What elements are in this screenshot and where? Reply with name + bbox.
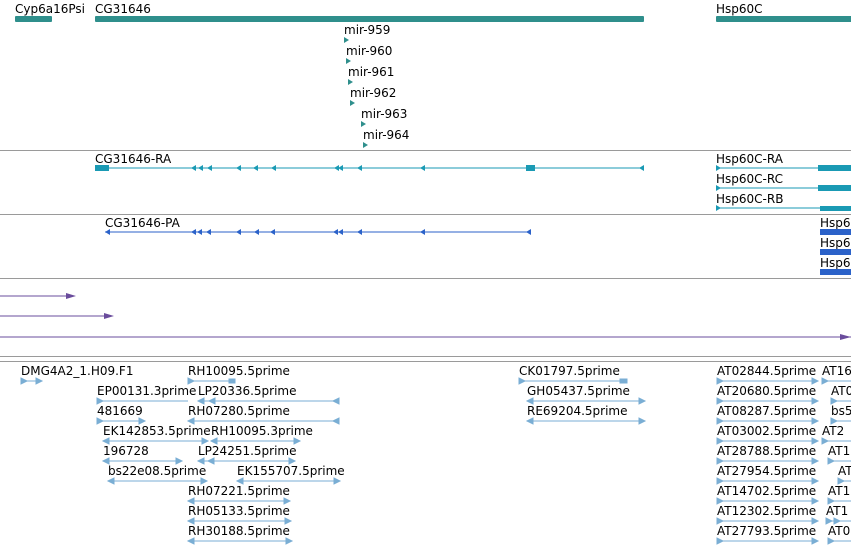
est-label: AT03002.5prime xyxy=(717,424,817,438)
est-label: AT0 xyxy=(831,384,851,398)
est-label: AT20680.5prime xyxy=(717,384,817,398)
transcript-label-hsp60c-rb: Hsp60C-RB xyxy=(716,192,784,206)
est-label: AT1 xyxy=(826,504,849,518)
protein-label-hsp60c: Hsp6 xyxy=(820,236,851,250)
gene-feature-hsp60c[interactable] xyxy=(716,16,851,22)
est-label: RH10095.3prime xyxy=(211,424,313,438)
protein-label-hsp60c: Hsp6 xyxy=(820,216,851,230)
est-label: AT2 xyxy=(838,464,851,478)
track-separator xyxy=(0,356,851,357)
mirna-label: mir-961 xyxy=(348,65,395,79)
mirna-marker xyxy=(350,100,355,106)
mirna-marker xyxy=(361,121,366,127)
est-label: AT27954.5prime xyxy=(717,464,817,478)
mirna-markers xyxy=(344,37,368,148)
est-label: AT2 xyxy=(822,424,845,438)
est-label: EK142853.5prime xyxy=(103,424,211,438)
est-label: RH10095.5prime xyxy=(188,364,290,378)
track-separator xyxy=(0,214,851,215)
transcript-track: CG31646-RA Hsp60C-RA Hsp60C-RC Hsp60C-RB xyxy=(0,151,851,214)
est-label: EK155707.5prime xyxy=(237,464,345,478)
transcript-label-cg31646-ra: CG31646-RA xyxy=(95,152,172,166)
gene-label-cg31646: CG31646 xyxy=(95,2,151,16)
gene-label-hsp60c: Hsp60C xyxy=(716,2,763,16)
transcript-label-hsp60c-ra: Hsp60C-RA xyxy=(716,152,783,166)
est-label: RH07280.5prime xyxy=(188,404,290,418)
est-label: 481669 xyxy=(97,404,143,418)
est-label: AT27793.5prime xyxy=(717,524,817,538)
alignment-features[interactable] xyxy=(0,279,851,356)
track-separator xyxy=(0,278,851,279)
gene-track: Cyp6a16Psi CG31646 Hsp60C mir-959 mir-96… xyxy=(0,0,851,150)
protein-label-cg31646-pa: CG31646-PA xyxy=(105,216,180,230)
mirna-label: mir-962 xyxy=(350,86,397,100)
est-label: RH07221.5prime xyxy=(188,484,290,498)
mirna-marker xyxy=(348,79,353,85)
protein-features[interactable] xyxy=(0,215,851,278)
mirna-label: mir-964 xyxy=(363,128,410,142)
est-label: AT14702.5prime xyxy=(717,484,817,498)
transcript-label-hsp60c-rc: Hsp60C-RC xyxy=(716,172,783,186)
est-label: CK01797.5prime xyxy=(519,364,620,378)
est-features[interactable] xyxy=(0,362,851,546)
est-label: AT08287.5prime xyxy=(717,404,817,418)
protein-track: CG31646-PA Hsp6 Hsp6 Hsp6 xyxy=(0,215,851,278)
mirna-marker xyxy=(363,142,368,148)
mirna-label: mir-959 xyxy=(344,23,391,37)
track-separator xyxy=(0,150,851,151)
transcript-features[interactable] xyxy=(0,151,851,214)
est-label: GH05437.5prime xyxy=(527,384,630,398)
est-label: AT12302.5prime xyxy=(717,504,817,518)
alignment-track xyxy=(0,279,851,356)
track-separator xyxy=(0,361,851,362)
mirna-marker xyxy=(344,37,349,43)
est-label: bs5 xyxy=(831,404,851,418)
protein-label-hsp60c: Hsp6 xyxy=(820,256,851,270)
gene-label-cyp6a16psi: Cyp6a16Psi xyxy=(15,2,85,16)
est-label: AT1 xyxy=(828,444,851,458)
est-label: bs22e08.5prime xyxy=(108,464,207,478)
est-label: LP20336.5prime xyxy=(198,384,297,398)
est-label: DMG4A2_1.H09.F1 xyxy=(21,364,134,378)
mirna-label: mir-960 xyxy=(346,44,393,58)
mirna-marker xyxy=(346,58,351,64)
est-label: 196728 xyxy=(103,444,149,458)
est-label: LP24251.5prime xyxy=(198,444,297,458)
mirna-label: mir-963 xyxy=(361,107,408,121)
est-label: AT0 xyxy=(828,524,851,538)
est-label: RE69204.5prime xyxy=(527,404,628,418)
est-label: EP00131.3prime xyxy=(97,384,197,398)
est-track: DMG4A2_1.H09.F1 RH10095.5prime CK01797.5… xyxy=(0,362,851,546)
gene-feature-cyp6a16psi[interactable] xyxy=(15,16,52,22)
est-label: AT16 xyxy=(822,364,851,378)
gene-feature-cg31646[interactable] xyxy=(95,16,644,22)
est-label: AT1 xyxy=(828,484,851,498)
est-label: RH30188.5prime xyxy=(188,524,290,538)
est-label: AT02844.5prime xyxy=(717,364,817,378)
est-label: RH05133.5prime xyxy=(188,504,290,518)
est-label: AT28788.5prime xyxy=(717,444,817,458)
